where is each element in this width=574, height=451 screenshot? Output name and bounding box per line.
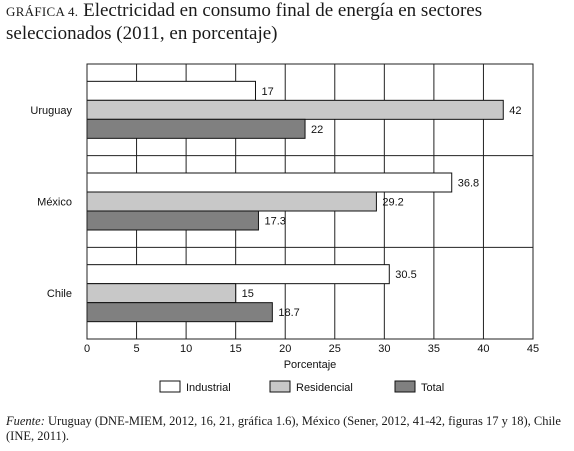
data-label: 18.7 — [278, 307, 299, 319]
x-tick-label: 15 — [230, 343, 242, 355]
data-label: 29.2 — [382, 197, 403, 209]
bar — [86, 80, 256, 101]
bar — [86, 118, 306, 139]
legend-swatch — [159, 380, 181, 393]
data-label: 15 — [242, 288, 254, 300]
bar — [86, 99, 504, 120]
figure-number: GRÁFICA 4. — [6, 4, 79, 19]
figure-title-text: Electricidad en consumo final de energía… — [6, 0, 483, 44]
category-labels: Uruguay México Chile — [30, 105, 72, 300]
data-label: 22 — [311, 124, 323, 136]
category-label: México — [37, 197, 72, 209]
data-label: 36.8 — [458, 178, 479, 190]
legend-swatch — [394, 380, 416, 393]
bar — [86, 283, 237, 304]
x-tick-label: 20 — [279, 343, 291, 355]
legend-label: Total — [421, 382, 444, 394]
plot-frame — [86, 63, 534, 340]
legend-label: Residencial — [296, 382, 353, 394]
source-text: Uruguay (DNE-MIEM, 2012, 16, 21, gráfica… — [6, 414, 561, 443]
category-label: Chile — [47, 288, 72, 300]
bar — [86, 210, 259, 231]
bar — [86, 172, 453, 193]
source-label: Fuente: — [6, 414, 45, 428]
x-tick-label: 10 — [180, 343, 192, 355]
value-labels: 17 42 22 36.8 29.2 17.3 30.5 15 18.7 — [242, 86, 522, 319]
x-tick-label: 35 — [428, 343, 440, 355]
x-axis-label: Porcentaje — [284, 359, 337, 371]
bar — [86, 302, 273, 323]
bars — [86, 80, 504, 323]
x-tick-label: 40 — [477, 343, 489, 355]
chart-title: GRÁFICA 4. Electricidad en consumo final… — [6, 0, 572, 45]
data-label: 42 — [509, 105, 521, 117]
x-tick-labels: 0 5 10 15 20 25 30 35 40 45 — [84, 343, 539, 355]
data-label: 17.3 — [264, 216, 285, 228]
category-label: Uruguay — [30, 105, 72, 117]
bar — [86, 191, 377, 212]
x-tick-label: 45 — [527, 343, 539, 355]
source-note: Fuente: Uruguay (DNE-MIEM, 2012, 16, 21,… — [6, 414, 572, 444]
x-tick-label: 0 — [84, 343, 90, 355]
legend: Industrial Residencial Total — [159, 380, 444, 394]
x-tick-label: 25 — [329, 343, 341, 355]
legend-label: Industrial — [186, 382, 231, 394]
legend-swatch — [269, 380, 291, 393]
x-tick-label: 5 — [133, 343, 139, 355]
data-label: 30.5 — [395, 269, 416, 281]
bar — [86, 264, 390, 285]
x-tick-label: 30 — [378, 343, 390, 355]
data-label: 17 — [261, 86, 273, 98]
